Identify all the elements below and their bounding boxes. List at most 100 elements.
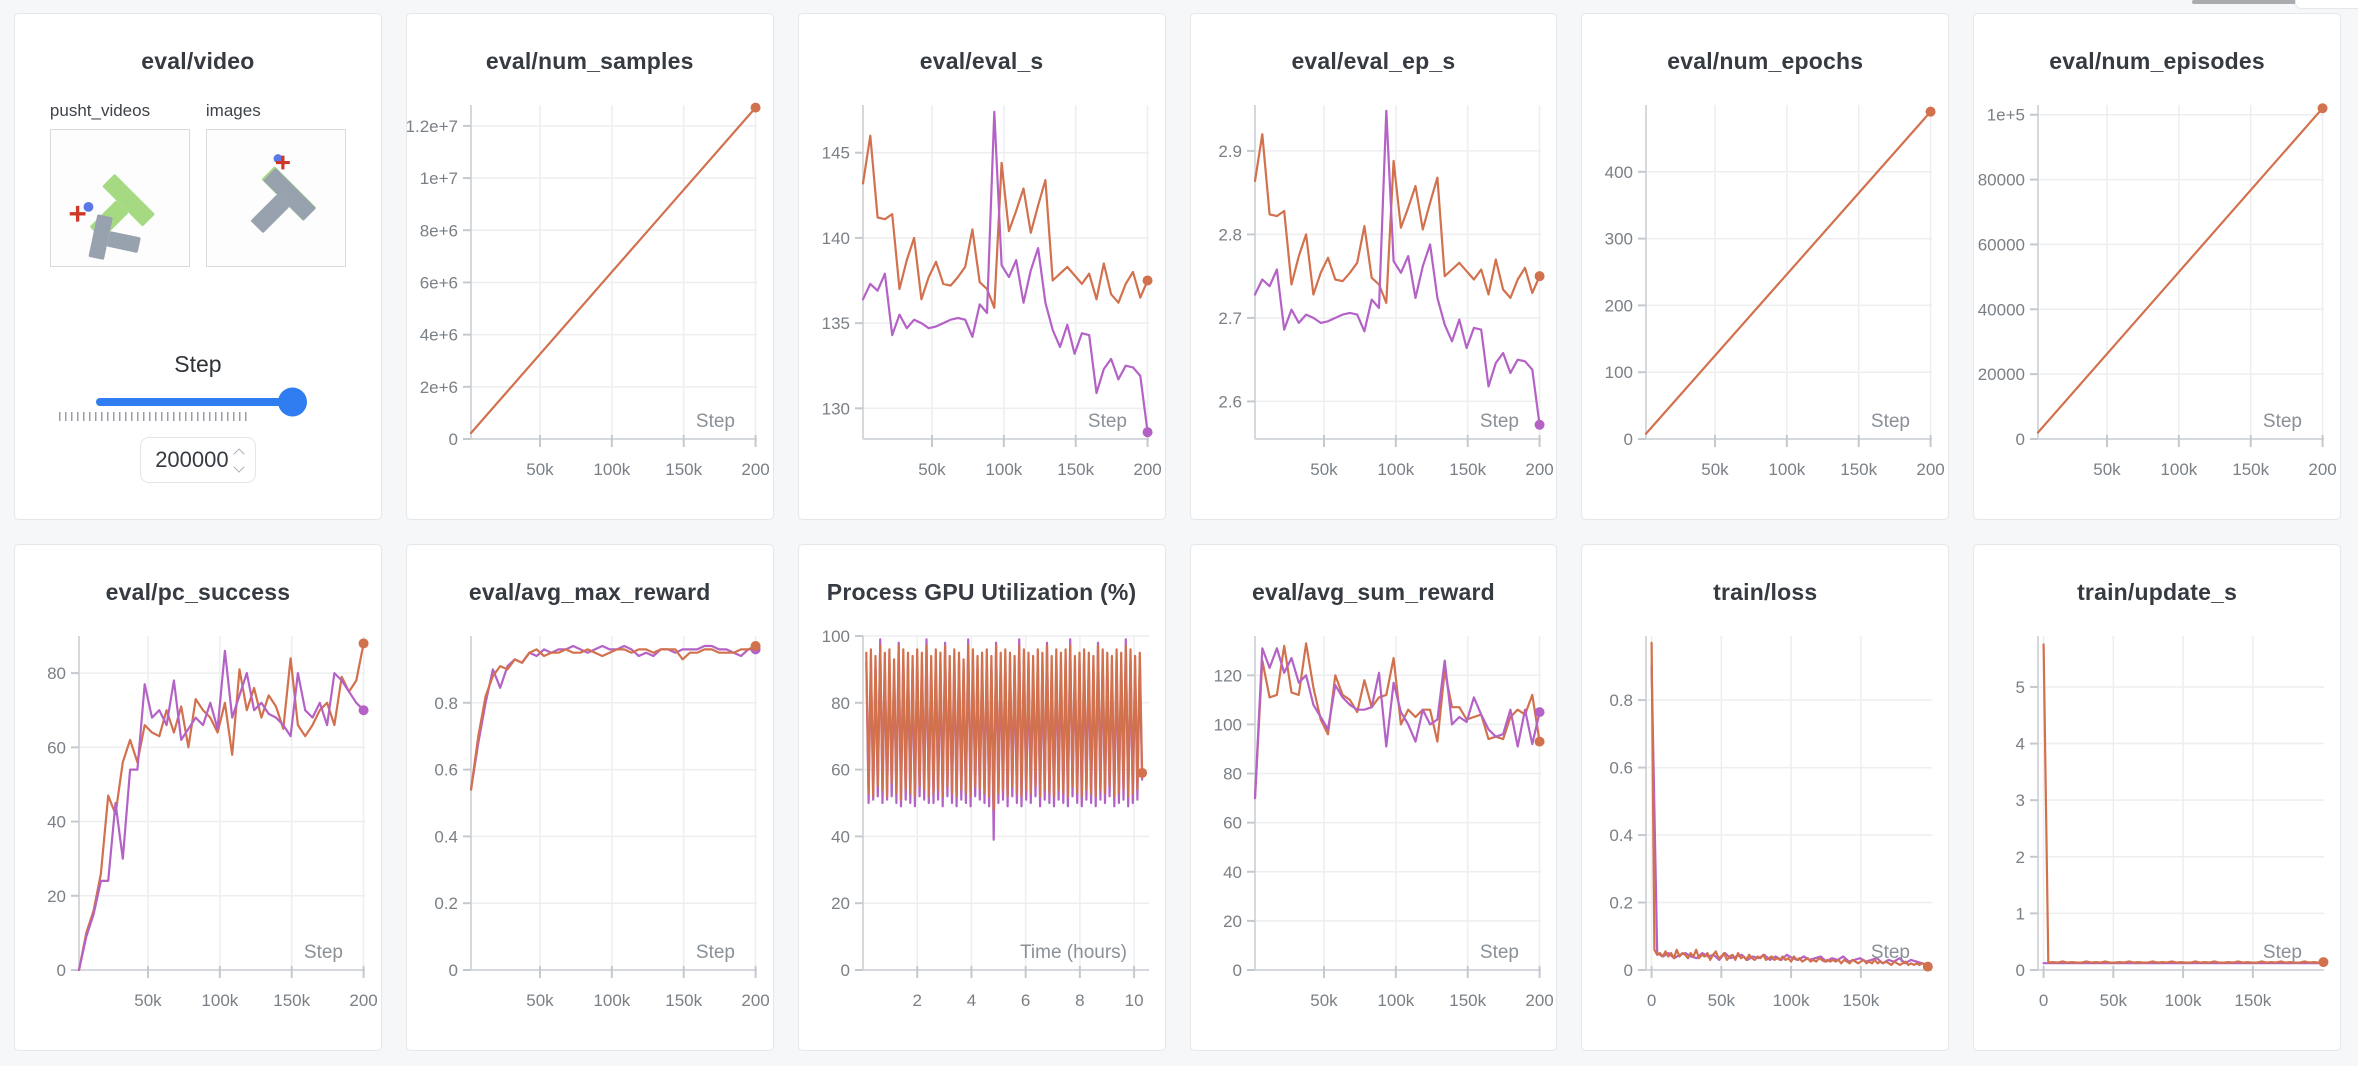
svg-text:Step: Step [1871,411,1910,432]
svg-text:2.9: 2.9 [1218,142,1242,161]
svg-text:0: 0 [1624,961,1633,980]
chart-plot: 50k 100k 150k 200 0 20000 40000 60000 80000 1e+5 S… [1978,103,2337,479]
step-slider-ticks [59,412,251,421]
panel-process-gpu-utilization[interactable]: Process GPU Utilization (%) 2 4 6 8 10 0 20 40 6… [797,544,1166,1051]
chart-title: train/update_s [2077,579,2238,605]
svg-text:2: 2 [2016,848,2025,867]
svg-text:0.4: 0.4 [434,827,458,846]
svg-text:0.4: 0.4 [1610,826,1634,845]
chart-title: train/loss [1713,579,1818,605]
chart-plot: 50k 100k 150k 200 130 135 140 145 Step [821,105,1161,479]
svg-text:0: 0 [2016,961,2025,980]
chart-plot: 0 50k 100k 150k 0 0.2 0.4 0.6 0.8 Step [1610,636,1934,1010]
svg-text:50k: 50k [526,460,554,479]
svg-text:40: 40 [47,813,66,832]
svg-text:2: 2 [912,991,921,1010]
svg-text:150k: 150k [1449,991,1486,1010]
svg-text:150k: 150k [2235,991,2272,1010]
step-value-field[interactable] [139,437,256,483]
svg-text:80: 80 [831,694,850,713]
step-slider-knob[interactable] [277,387,307,417]
chart-title: eval/avg_sum_reward [1251,579,1495,605]
svg-text:Step: Step [1088,411,1127,432]
svg-text:200: 200 [2309,460,2337,479]
panel-eval-pc-success[interactable]: eval/pc_success 50k 100k 150k 200 0 20 40 60 80 S… [14,544,382,1051]
svg-text:60000: 60000 [1978,235,2025,254]
panel-eval-num-episodes[interactable]: eval/num_episodes 50k 100k 150k 200 0 20000 40… [1973,13,2341,520]
stepper-up-icon[interactable] [233,447,245,460]
svg-text:0.2: 0.2 [1610,894,1634,913]
svg-text:50k: 50k [918,460,946,479]
svg-text:0: 0 [2016,430,2025,449]
svg-text:100: 100 [821,627,849,646]
svg-text:0: 0 [2039,991,2048,1010]
svg-text:40: 40 [1223,863,1242,882]
svg-text:50k: 50k [2100,991,2128,1010]
stepper-down-icon[interactable] [233,460,245,473]
panel-eval-eval-s[interactable]: eval/eval_s 50k 100k 150k 200 130 135 140 145 St… [797,13,1166,520]
svg-text:Step: Step [304,942,343,963]
svg-text:Step: Step [1871,942,1910,963]
svg-text:Step: Step [696,411,735,432]
chart-title: eval/num_epochs [1667,48,1864,74]
svg-text:150k: 150k [665,460,702,479]
svg-text:60: 60 [47,738,66,757]
svg-text:0: 0 [1232,961,1241,980]
chart-plot: 50k 100k 150k 200 0 0.2 0.4 0.6 0.8 Step [434,636,770,1010]
svg-text:0: 0 [1647,991,1656,1010]
panel-eval-video[interactable]: eval/video pusht_videos images [14,13,382,520]
panel-train-update-s[interactable]: train/update_s 0 50k 100k 150k 0 1 2 3 4 5 Step [1973,544,2341,1051]
svg-text:Step: Step [1479,411,1518,432]
svg-text:2.7: 2.7 [1218,309,1242,328]
chart-title: eval/num_samples [485,48,694,74]
panel-eval-eval-ep-s[interactable]: eval/eval_ep_s 50k 100k 150k 200 2.6 2.7 2.8 2.… [1189,13,1558,520]
svg-text:8: 8 [1075,991,1084,1010]
pusht-video-thumbnail[interactable] [49,129,190,267]
svg-text:Time (hours): Time (hours) [1020,942,1127,963]
svg-text:2.6: 2.6 [1218,392,1242,411]
svg-text:80: 80 [47,664,66,683]
step-value-input[interactable] [152,447,231,473]
chart-plot: 50k 100k 150k 200 2.6 2.7 2.8 2.9 Step [1218,105,1553,479]
svg-text:20000: 20000 [1978,365,2025,384]
svg-text:40000: 40000 [1978,300,2025,319]
images-thumbnail[interactable] [205,129,346,267]
svg-text:20: 20 [831,894,850,913]
svg-text:0: 0 [448,961,457,980]
svg-text:100k: 100k [201,991,238,1010]
svg-text:1.2e+7: 1.2e+7 [407,117,458,136]
svg-text:50k: 50k [1310,460,1338,479]
chart-plot: 50k 100k 150k 200 0 100 200 300 400 Step [1605,105,1945,479]
agent-dot-icon [83,201,94,212]
svg-text:80000: 80000 [1978,171,2025,190]
horizontal-scrollbar-thumb[interactable] [2192,0,2344,4]
panel-eval-num-epochs[interactable]: eval/num_epochs 50k 100k 150k 200 0 100 200 300… [1581,13,1950,520]
svg-text:1e+7: 1e+7 [420,169,458,188]
svg-text:200: 200 [1525,460,1553,479]
svg-text:145: 145 [821,144,849,163]
svg-text:20: 20 [47,887,66,906]
step-slider-label: Step [174,351,222,377]
svg-text:150k: 150k [1841,460,1878,479]
panel-eval-avg-max-reward[interactable]: eval/avg_max_reward 50k 100k 150k 200 0 0.2 0.… [405,544,774,1051]
panel-eval-avg-sum-reward[interactable]: eval/avg_sum_reward 50k 100k 150k 200 0 20 40 6… [1189,544,1558,1051]
chart-plot: 0 50k 100k 150k 0 1 2 3 4 5 Step [2016,636,2329,1010]
svg-text:100: 100 [1605,363,1633,382]
panel-eval-num-samples[interactable]: eval/num_samples 50k 100k 150k 200 0 2e+6 4e+6… [405,13,774,520]
svg-text:100k: 100k [1769,460,1806,479]
chart-plot: 50k 100k 150k 200 0 20 40 60 80 Step [47,636,378,1010]
svg-text:120: 120 [1213,666,1241,685]
svg-text:Step: Step [1479,942,1518,963]
svg-text:100: 100 [1213,715,1241,734]
svg-text:100k: 100k [593,991,630,1010]
svg-text:0.6: 0.6 [1610,759,1634,778]
chart-title: eval/eval_ep_s [1291,48,1456,74]
panel-train-loss[interactable]: train/loss 0 50k 100k 150k 0 0.2 0.4 0.6 0.8 Step [1581,544,1950,1051]
pusht-scene-image [69,174,155,260]
step-slider[interactable] [95,387,307,417]
svg-text:100k: 100k [985,460,1022,479]
svg-text:200: 200 [1605,296,1633,315]
svg-text:0.8: 0.8 [1610,691,1634,710]
svg-text:Step: Step [696,942,735,963]
